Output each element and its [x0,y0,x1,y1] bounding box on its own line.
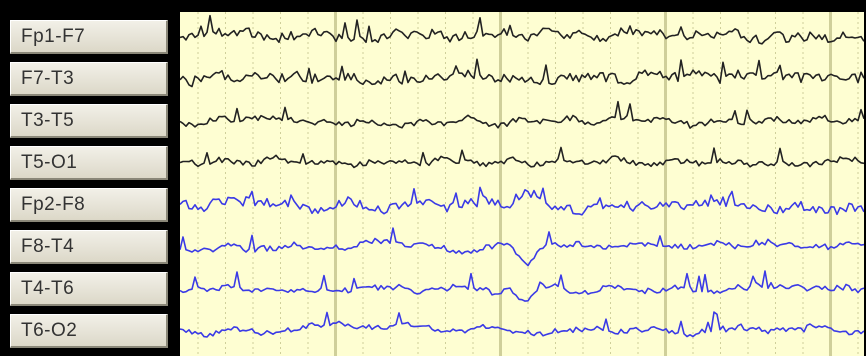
eeg-trace-fp2-f8 [180,186,864,216]
eeg-trace-f7-t3 [180,58,864,88]
eeg-trace-area[interactable] [180,12,864,356]
channel-button-t6-o2[interactable]: T6-O2 [10,314,168,348]
right-border [864,0,866,356]
eeg-trace-t6-o2 [180,311,864,338]
eeg-trace-f8-t4 [180,227,864,267]
eeg-trace-fp1-f7 [180,14,864,45]
panel-divider [176,0,180,356]
channel-button-t4-t6[interactable]: T4-T6 [10,272,168,306]
channel-button-f7-t3[interactable]: F7-T3 [10,62,168,96]
channel-button-t5-o1[interactable]: T5-O1 [10,146,168,180]
eeg-trace-t4-t6 [180,270,864,302]
channel-label-panel: Fp1-F7 F7-T3 T3-T5 T5-O1 Fp2-F8 F8-T4 T4… [0,0,176,356]
channel-button-f8-t4[interactable]: F8-T4 [10,230,168,264]
channel-button-t3-t5[interactable]: T3-T5 [10,104,168,138]
eeg-trace-t5-o1 [180,146,864,169]
channel-button-fp1-f7[interactable]: Fp1-F7 [10,20,168,54]
channel-button-fp2-f8[interactable]: Fp2-F8 [10,188,168,222]
top-border [176,0,866,12]
eeg-trace-canvas [180,12,864,356]
eeg-trace-t3-t5 [180,100,864,129]
